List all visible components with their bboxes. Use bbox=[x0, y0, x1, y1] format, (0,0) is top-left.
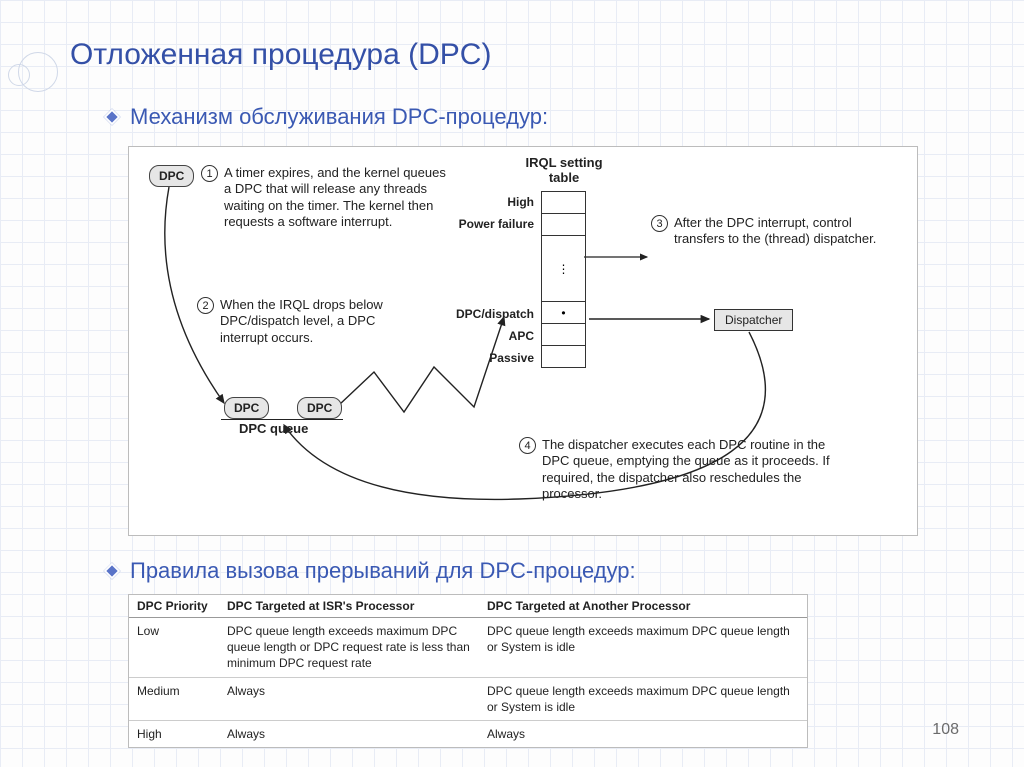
cell: DPC queue length exceeds maximum DPC que… bbox=[479, 618, 807, 678]
rules-table-box: DPC Priority DPC Targeted at ISR's Proce… bbox=[128, 594, 808, 748]
cell: Always bbox=[479, 720, 807, 747]
step-1-num: 1 bbox=[201, 165, 218, 182]
step-4-text: The dispatcher executes each DPC routine… bbox=[542, 437, 839, 502]
cell: Medium bbox=[129, 677, 219, 720]
cell: Always bbox=[219, 677, 479, 720]
step-3-num: 3 bbox=[651, 215, 668, 232]
diamond-icon bbox=[104, 563, 121, 580]
irql-table-title: IRQL setting table bbox=[509, 155, 619, 185]
step-2-text: When the IRQL drops below DPC/dispatch l… bbox=[220, 297, 417, 346]
step-2-num: 2 bbox=[197, 297, 214, 314]
irql-label-high: High bbox=[429, 195, 534, 209]
page-number: 108 bbox=[932, 721, 959, 739]
bullet-2-text: Правила вызова прерываний для DPC-процед… bbox=[130, 558, 636, 584]
irql-label-passive: Passive bbox=[429, 351, 534, 365]
table-row: Low DPC queue length exceeds maximum DPC… bbox=[129, 618, 807, 678]
cell: DPC queue length exceeds maximum DPC que… bbox=[479, 677, 807, 720]
step-3-text: After the DPC interrupt, control transfe… bbox=[674, 215, 881, 248]
step-2: 2 When the IRQL drops below DPC/dispatch… bbox=[197, 297, 417, 346]
col-other: DPC Targeted at Another Processor bbox=[479, 595, 807, 618]
cell: DPC queue length exceeds maximum DPC que… bbox=[219, 618, 479, 678]
dpc-diagram: DPC 1 A timer expires, and the kernel qu… bbox=[128, 146, 918, 536]
bullet-1: Механизм обслуживания DPC-процедур: bbox=[106, 104, 548, 130]
col-priority: DPC Priority bbox=[129, 595, 219, 618]
irql-label-power: Power failure bbox=[429, 217, 534, 231]
step-1: 1 A timer expires, and the kernel queues… bbox=[201, 165, 451, 230]
dispatcher-node: Dispatcher bbox=[714, 309, 793, 331]
step-4: 4 The dispatcher executes each DPC routi… bbox=[519, 437, 839, 502]
irql-label-dispatch: DPC/dispatch bbox=[429, 307, 534, 321]
col-isr: DPC Targeted at ISR's Processor bbox=[219, 595, 479, 618]
dpc-queue-label: DPC queue bbox=[239, 421, 308, 436]
step-4-num: 4 bbox=[519, 437, 536, 454]
dpc-node-top: DPC bbox=[149, 165, 194, 187]
irql-label-apc: APC bbox=[429, 329, 534, 343]
table-row: High Always Always bbox=[129, 720, 807, 747]
cell: Low bbox=[129, 618, 219, 678]
step-1-text: A timer expires, and the kernel queues a… bbox=[224, 165, 451, 230]
diamond-icon bbox=[104, 109, 121, 126]
bullet-2: Правила вызова прерываний для DPC-процед… bbox=[106, 558, 636, 584]
cell: High bbox=[129, 720, 219, 747]
bullet-1-text: Механизм обслуживания DPC-процедур: bbox=[130, 104, 548, 130]
slide-title: Отложенная процедура (DPC) bbox=[70, 38, 491, 72]
table-header-row: DPC Priority DPC Targeted at ISR's Proce… bbox=[129, 595, 807, 618]
table-row: Medium Always DPC queue length exceeds m… bbox=[129, 677, 807, 720]
step-3: 3 After the DPC interrupt, control trans… bbox=[651, 215, 881, 248]
rules-table: DPC Priority DPC Targeted at ISR's Proce… bbox=[129, 595, 807, 747]
cell: Always bbox=[219, 720, 479, 747]
irql-table: ⋮ • bbox=[541, 191, 586, 368]
